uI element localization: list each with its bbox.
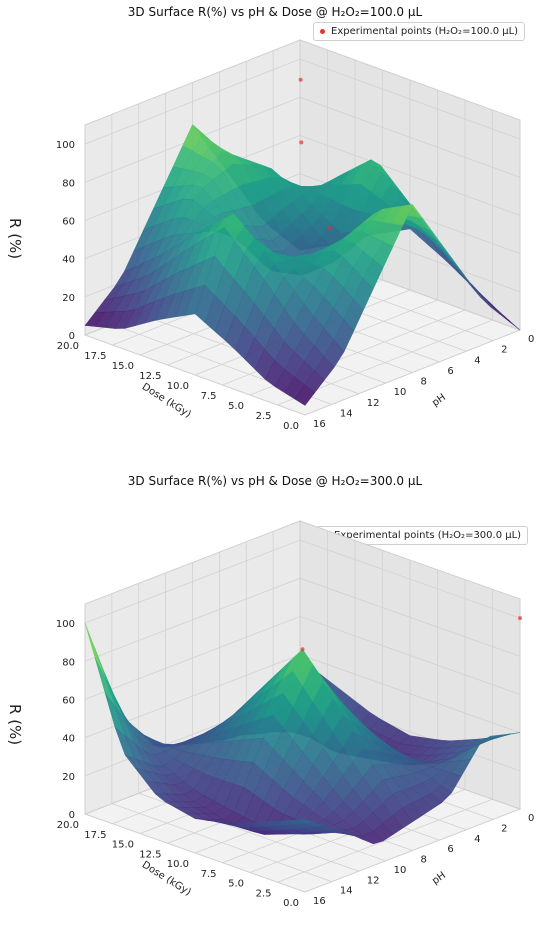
chart-title: 3D Surface R(%) vs pH & Dose @ H₂O₂=300.…	[127, 474, 423, 488]
y-tick-label: 12	[367, 875, 380, 886]
experimental-point	[518, 616, 522, 621]
legend-label: Experimental points (H₂O₂=100.0 µL)	[331, 26, 519, 37]
x-tick-label: 17.5	[84, 830, 106, 841]
chart-legend: Experimental points (H₂O₂=100.0 µL)	[313, 22, 526, 41]
grid-line	[84, 58, 521, 145]
y-tick-label: 0	[528, 334, 534, 345]
y-tick-label: 14	[340, 886, 353, 897]
y-tick-label: 0	[528, 813, 534, 824]
y-tick-label: 6	[447, 844, 453, 855]
surface-plot: 0204060801000.02.55.07.510.012.515.017.5…	[56, 520, 534, 909]
y-axis-label: pH	[430, 392, 448, 409]
x-tick-label: 17.5	[84, 351, 106, 362]
x-tick-label: 12.5	[139, 849, 161, 860]
experimental-point	[328, 225, 332, 230]
grid-line	[84, 577, 521, 662]
experimental-point	[300, 647, 305, 652]
grid-line	[84, 135, 521, 221]
y-tick-label: 16	[313, 896, 326, 907]
y-tick-label: 12	[367, 398, 380, 409]
legend-marker	[320, 29, 325, 34]
y-tick-label: 4	[474, 355, 480, 366]
surface-facet	[294, 819, 315, 824]
x-tick-label: 15.0	[112, 361, 134, 372]
surface-plot: 0204060801000.02.55.07.510.012.515.017.5…	[56, 39, 534, 432]
grid-line	[304, 329, 521, 416]
z-tick-label: 0	[69, 331, 75, 342]
chart-title: 3D Surface R(%) vs pH & Dose @ H₂O₂=100.…	[127, 5, 423, 19]
x-tick-label: 5.0	[228, 879, 244, 890]
z-tick-label: 40	[62, 734, 75, 745]
z-tick-label: 0	[69, 810, 75, 821]
grid-line	[84, 616, 521, 700]
grid-line	[277, 798, 493, 883]
y-tick-label: 14	[340, 408, 353, 419]
x-tick-label: 2.5	[256, 888, 272, 899]
chart-panel-1: 3D Surface R(%) vs pH & Dose @ H₂O₂=100.…	[6, 5, 534, 432]
x-tick-label: 7.5	[201, 869, 217, 880]
y-tick-label: 10	[394, 865, 407, 876]
grid-line	[84, 96, 521, 183]
x-tick-label: 2.5	[256, 411, 272, 422]
x-tick-label: 20.0	[57, 341, 79, 352]
y-tick-label: 16	[313, 419, 326, 430]
legend-label: Experimental points (H₂O₂=300.0 µL)	[334, 530, 522, 541]
x-tick-label: 15.0	[112, 840, 134, 851]
z-tick-label: 100	[56, 619, 75, 630]
z-tick-label: 20	[62, 772, 75, 783]
x-tick-label: 12.5	[139, 371, 161, 382]
y-tick-label: 2	[501, 823, 507, 834]
z-tick-label: 40	[62, 255, 75, 266]
x-tick-label: 20.0	[57, 820, 79, 831]
x-tick-label: 5.0	[228, 401, 244, 412]
z-tick-label: 60	[62, 695, 75, 706]
z-tick-label: 60	[62, 216, 75, 227]
x-tick-label: 0.0	[283, 421, 299, 432]
surface-facet	[294, 384, 316, 406]
grid-line	[304, 808, 521, 893]
z-tick-label: 20	[62, 293, 75, 304]
y-tick-label: 8	[421, 855, 427, 866]
y-tick-label: 6	[447, 366, 453, 377]
y-tick-label: 4	[474, 834, 480, 845]
y-axis-label: pH	[430, 870, 448, 887]
y-tick-label: 8	[421, 377, 427, 388]
y-tick-label: 10	[394, 387, 407, 398]
x-tick-label: 10.0	[167, 381, 189, 392]
experimental-point	[298, 77, 303, 82]
chart-panel-2: 3D Surface R(%) vs pH & Dose @ H₂O₂=300.…	[0, 469, 550, 938]
x-tick-label: 0.0	[283, 898, 299, 909]
experimental-point	[299, 140, 304, 145]
x-tick-label: 7.5	[201, 391, 217, 402]
y-tick-label: 2	[501, 345, 507, 356]
x-tick-label: 10.0	[167, 859, 189, 870]
grid-line	[84, 539, 521, 624]
z-tick-label: 80	[62, 657, 75, 668]
z-tick-label: 80	[62, 178, 75, 189]
z-tick-label: 100	[56, 140, 75, 151]
